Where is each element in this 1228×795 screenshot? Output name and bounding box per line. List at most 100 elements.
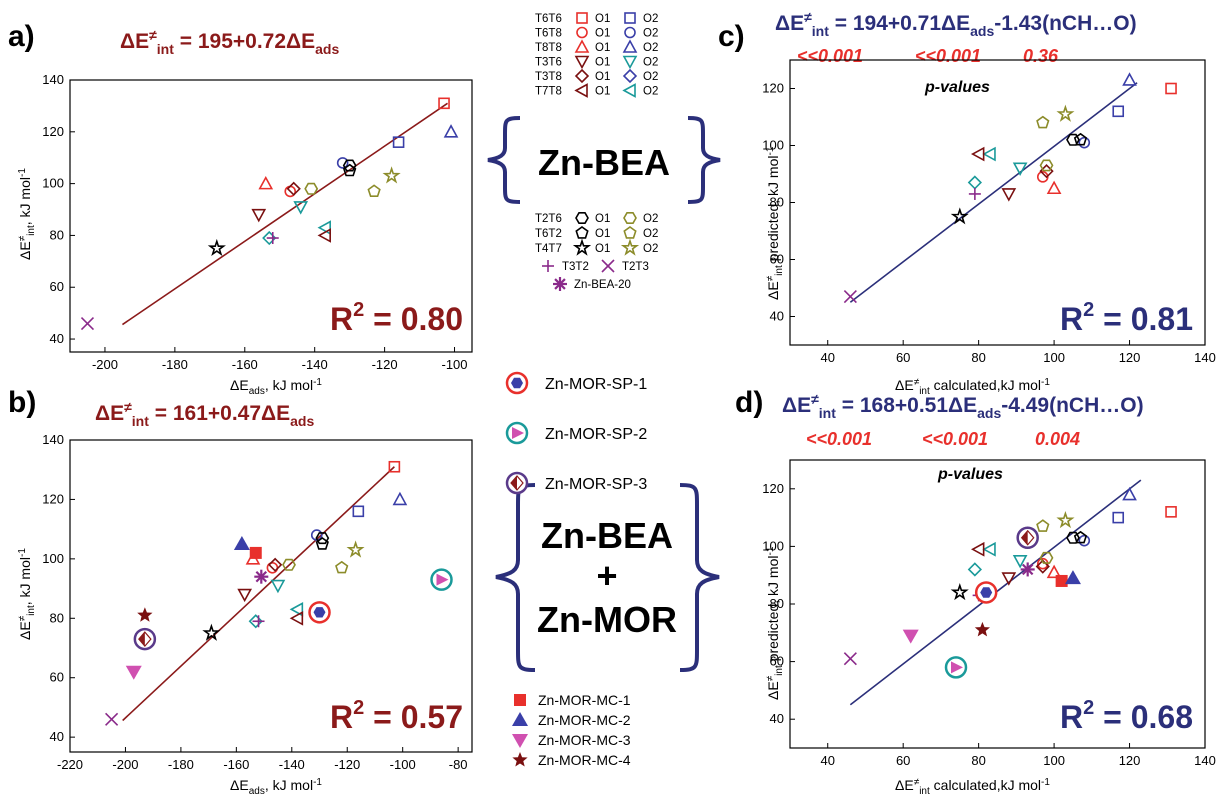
legend-marker: [622, 39, 638, 53]
data-point: [950, 582, 969, 601]
marker-hexagon: [1066, 531, 1080, 544]
r2-b: R2 = 0.57: [330, 697, 463, 735]
marker-triangle-down: [1001, 188, 1017, 202]
marker-triangle-down: [1001, 572, 1017, 586]
r2-d: R2 = 0.68: [1060, 697, 1193, 735]
y-tick-label: 60: [770, 252, 784, 267]
marker-square: [1112, 511, 1125, 524]
data-point: [133, 627, 157, 651]
data-point: [1036, 115, 1050, 129]
legend-marker: [601, 259, 615, 273]
panel-label-c: c): [718, 20, 745, 53]
marker-filled-hexagon: [511, 377, 523, 389]
data-point: [105, 712, 119, 726]
data-point: [308, 601, 331, 624]
marker-filled-square: [514, 694, 526, 706]
marker-triangle-left: [970, 146, 985, 162]
marker-diamond: [1035, 559, 1050, 574]
marker-triangle-up: [1046, 564, 1062, 579]
marker-hexagon: [623, 212, 637, 224]
data-point: [335, 560, 349, 574]
data-point: [1001, 572, 1017, 586]
data-point: [1066, 133, 1080, 146]
marker-pentagon: [575, 226, 589, 239]
data-point: [282, 558, 296, 571]
legend-marker: [624, 12, 636, 24]
data-point: [342, 159, 357, 172]
marker-diamond: [268, 557, 283, 572]
x-tick-label: 80: [971, 753, 985, 768]
marker-diamond: [248, 614, 263, 629]
marker-triangle-left: [970, 541, 985, 557]
brace-right-icon: [679, 483, 720, 672]
legend-marker: [622, 68, 638, 84]
x-tick-label: 100: [1043, 350, 1065, 365]
y-tick-label: 40: [770, 711, 784, 726]
marker-x-b: [80, 316, 95, 331]
y-tick-label: 100: [762, 138, 784, 153]
ylabel-a: ΔE≠int, kJ mol-1: [17, 168, 37, 260]
legend-marker: [620, 238, 640, 256]
legend-marker: [574, 83, 588, 98]
data-point: [202, 623, 221, 641]
x-tick-label: 120: [1119, 350, 1141, 365]
data-point: [1165, 82, 1177, 95]
legend-marker: [574, 55, 590, 70]
data-point: [249, 546, 262, 559]
marker-pentagon: [623, 226, 637, 239]
legend-marker: [575, 226, 589, 239]
data-point: [974, 621, 990, 637]
marker-triangle-down: [251, 208, 267, 223]
plot-frame: [69, 439, 473, 753]
brace-left-icon: [495, 483, 536, 672]
data-point: [1016, 526, 1039, 550]
marker-star: [382, 166, 401, 184]
legend-marker: [574, 68, 590, 84]
legend-series-label: T7T8: [535, 86, 562, 98]
legend-marker: [505, 471, 529, 495]
x-tick-label: 140: [1194, 350, 1216, 365]
marker-filled-triangle-down: [512, 734, 528, 748]
marker-circle: [576, 26, 588, 39]
x-tick-label: 140: [1194, 753, 1216, 768]
legend-o2-label: O2: [643, 28, 658, 40]
y-tick-label: 60: [770, 654, 784, 669]
data-point: [248, 614, 263, 629]
data-point: [342, 163, 357, 177]
y-tick-label: 120: [762, 81, 784, 96]
marker-triangle-left: [317, 228, 331, 243]
legend-o2-label: O2: [643, 42, 658, 54]
x-tick-label: -100: [442, 357, 468, 372]
data-point: [950, 207, 969, 225]
pvalues-label-d: p-values: [937, 466, 1003, 483]
pvalues-label-c: p-values: [924, 79, 990, 96]
marker-filled-triangle-right: [512, 427, 524, 439]
y-tick-label: 100: [42, 551, 64, 566]
equation-a: ΔE≠int = 195+0.72ΔEads: [120, 27, 339, 57]
bracket-top: Zn-BEA: [487, 116, 721, 204]
marker-triangle-left: [982, 146, 996, 162]
x-tick-label: -80: [449, 757, 468, 772]
marker-filled-triangle-up: [1064, 570, 1081, 585]
marker-square: [1165, 82, 1177, 95]
marker-triangle-down: [1012, 162, 1028, 176]
data-point: [970, 541, 985, 557]
marker-triangle-left: [317, 220, 331, 236]
data-point: [286, 181, 301, 196]
legend-marker: [623, 212, 637, 224]
data-point: [137, 607, 153, 622]
marker-filled-star: [974, 621, 990, 637]
y-tick-label: 80: [50, 610, 64, 625]
marker-hexagon: [1066, 133, 1080, 146]
pvalue: <<0.001: [922, 429, 988, 449]
marker-filled-star: [137, 607, 153, 622]
marker-triangle-up: [574, 39, 590, 53]
marker-triangle-down: [293, 201, 309, 215]
y-tick-label: 120: [42, 124, 64, 139]
legend-series-label: T6T2: [535, 228, 562, 240]
y-tick-label: 40: [50, 729, 64, 744]
bracket-bottom: Zn-BEA + Zn-MOR: [495, 483, 720, 672]
points-layer: [80, 72, 1177, 726]
legend-series-label: T4T7: [535, 243, 562, 255]
data-point: [237, 588, 253, 603]
